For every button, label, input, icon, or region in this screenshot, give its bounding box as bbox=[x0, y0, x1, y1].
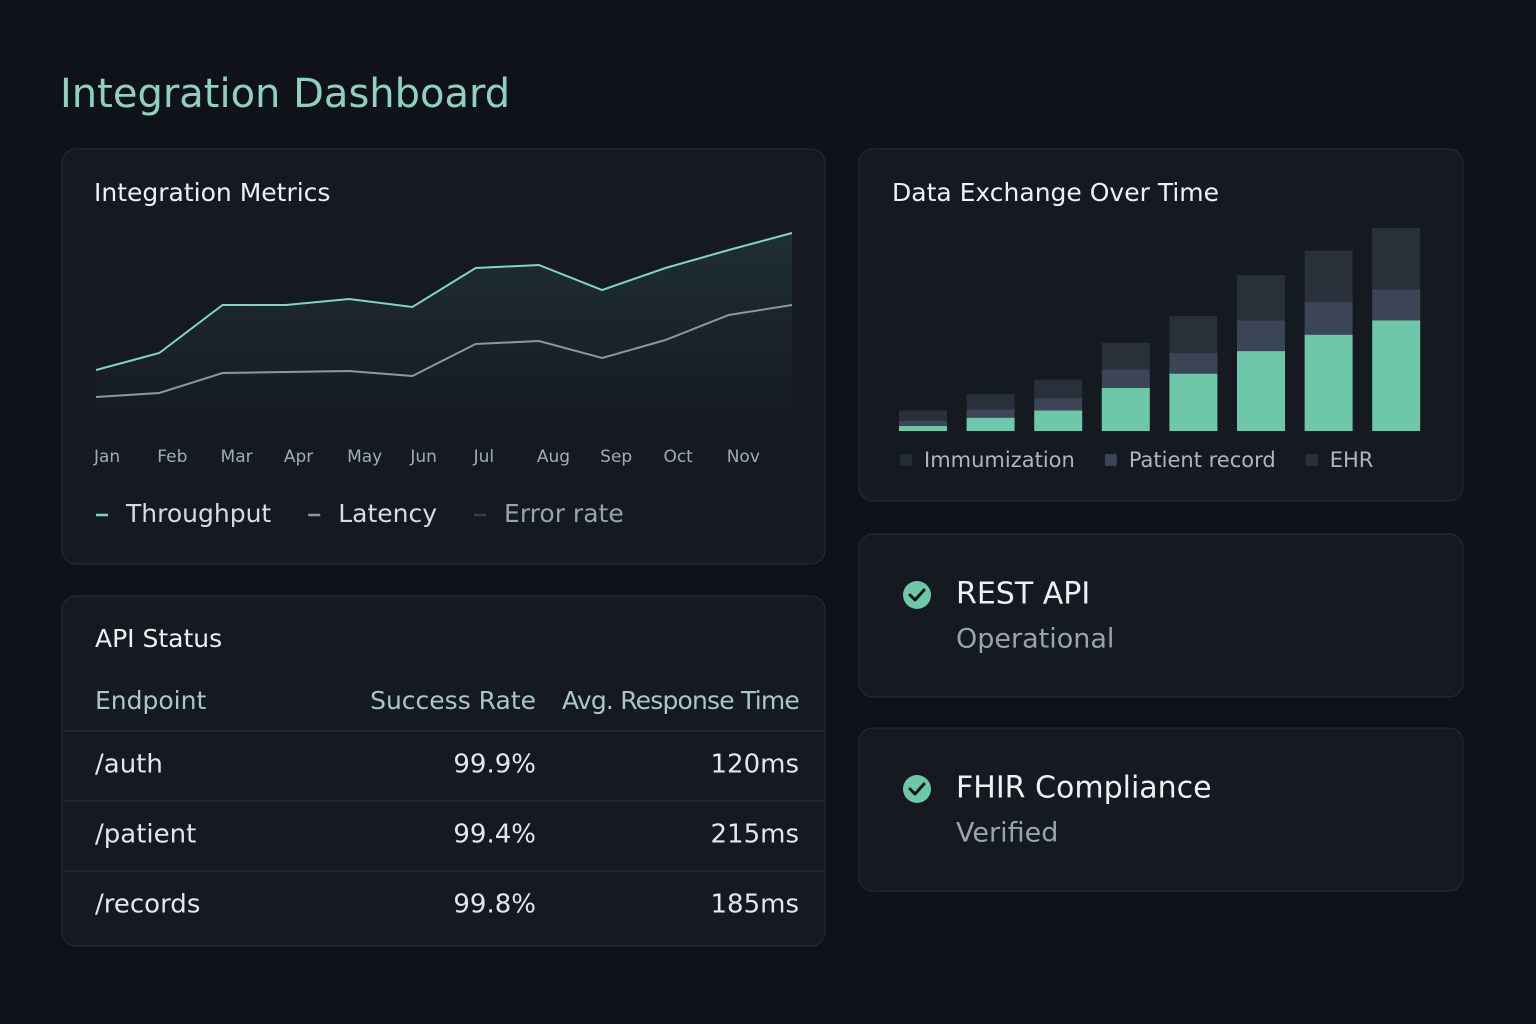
bar-segment bbox=[1372, 228, 1421, 290]
status-icon bbox=[903, 775, 931, 803]
x-tick-label: Jan bbox=[93, 447, 120, 467]
status-check bbox=[908, 782, 926, 796]
table-cell: 120ms bbox=[711, 750, 800, 780]
line bbox=[95, 232, 793, 371]
table-cell: /records bbox=[95, 890, 200, 920]
column-header: Success Rate bbox=[370, 686, 536, 715]
bar-segment bbox=[1372, 289, 1421, 321]
api-card bbox=[61, 595, 826, 947]
legend-label: Latency bbox=[338, 499, 437, 528]
legend-label: Error rate bbox=[504, 499, 624, 528]
legend-label: Immumization bbox=[924, 448, 1075, 472]
status-title: REST API bbox=[956, 577, 1090, 612]
bar-segment bbox=[1101, 387, 1150, 431]
table-cell: 99.8% bbox=[453, 890, 536, 920]
column-header: Avg. Response Time bbox=[562, 686, 799, 715]
bar-segment bbox=[1169, 373, 1218, 431]
legend-label: EHR bbox=[1330, 448, 1374, 472]
x-tick-label: Apr bbox=[284, 447, 313, 467]
table-cell: 185ms bbox=[711, 890, 800, 920]
bar-segment bbox=[1101, 342, 1150, 370]
legend-label: Throughput bbox=[125, 499, 271, 528]
bar-segment bbox=[899, 425, 947, 431]
x-tick-label: Nov bbox=[727, 447, 760, 467]
x-tick-label: Sep bbox=[600, 447, 632, 467]
bar-segment bbox=[1304, 334, 1353, 431]
bar-segment bbox=[1304, 250, 1353, 302]
chart-title: Data Exchange Over Time bbox=[892, 178, 1219, 207]
legend-swatch bbox=[1305, 454, 1318, 466]
x-tick-label: Jul bbox=[473, 447, 495, 467]
x-tick-label: Aug bbox=[537, 447, 570, 467]
x-tick-label: Jun bbox=[409, 447, 437, 467]
status-value: Verified bbox=[956, 818, 1058, 849]
bar-segment bbox=[966, 394, 1015, 410]
status-value: Operational bbox=[956, 624, 1114, 655]
table-cell: 99.9% bbox=[453, 750, 536, 780]
status-title: FHIR Compliance bbox=[956, 771, 1212, 806]
x-tick-label: May bbox=[347, 447, 382, 467]
legend-swatch bbox=[900, 454, 912, 466]
bar-segment bbox=[1237, 351, 1285, 431]
status-card bbox=[858, 533, 1464, 698]
bar-segment bbox=[899, 410, 947, 421]
table-cell: 99.4% bbox=[453, 820, 536, 850]
status-icon bbox=[903, 581, 931, 609]
bar-segment bbox=[1034, 410, 1083, 431]
column-header: Endpoint bbox=[95, 686, 206, 715]
table-cell: /patient bbox=[95, 820, 196, 850]
table-cell: 215ms bbox=[711, 820, 800, 850]
bar-segment bbox=[1237, 275, 1285, 321]
bar-segment bbox=[1304, 301, 1353, 335]
bar-segment bbox=[966, 409, 1015, 418]
page-title: Integration Dashboard bbox=[60, 71, 510, 117]
legend-swatch bbox=[1104, 454, 1117, 466]
chart-title: Integration Metrics bbox=[94, 178, 330, 207]
x-tick-label: Oct bbox=[663, 447, 693, 467]
bar-segment bbox=[1101, 369, 1150, 388]
table-title: API Status bbox=[95, 624, 222, 653]
bar-segment bbox=[966, 417, 1015, 431]
status-card bbox=[858, 727, 1464, 892]
x-tick-label: Mar bbox=[221, 447, 253, 467]
bar-segment bbox=[1034, 379, 1083, 399]
line bbox=[95, 304, 793, 398]
table-cell: /auth bbox=[95, 750, 163, 780]
status-check bbox=[908, 588, 926, 602]
bar-segment bbox=[1034, 398, 1083, 411]
bar-segment bbox=[1169, 316, 1218, 354]
bar-segment bbox=[899, 420, 947, 426]
bar-segment bbox=[1237, 320, 1285, 352]
x-tick-label: Feb bbox=[157, 447, 187, 467]
bar-segment bbox=[1169, 353, 1218, 374]
bar-segment bbox=[1372, 320, 1421, 431]
legend-label: Patient record bbox=[1129, 448, 1276, 472]
